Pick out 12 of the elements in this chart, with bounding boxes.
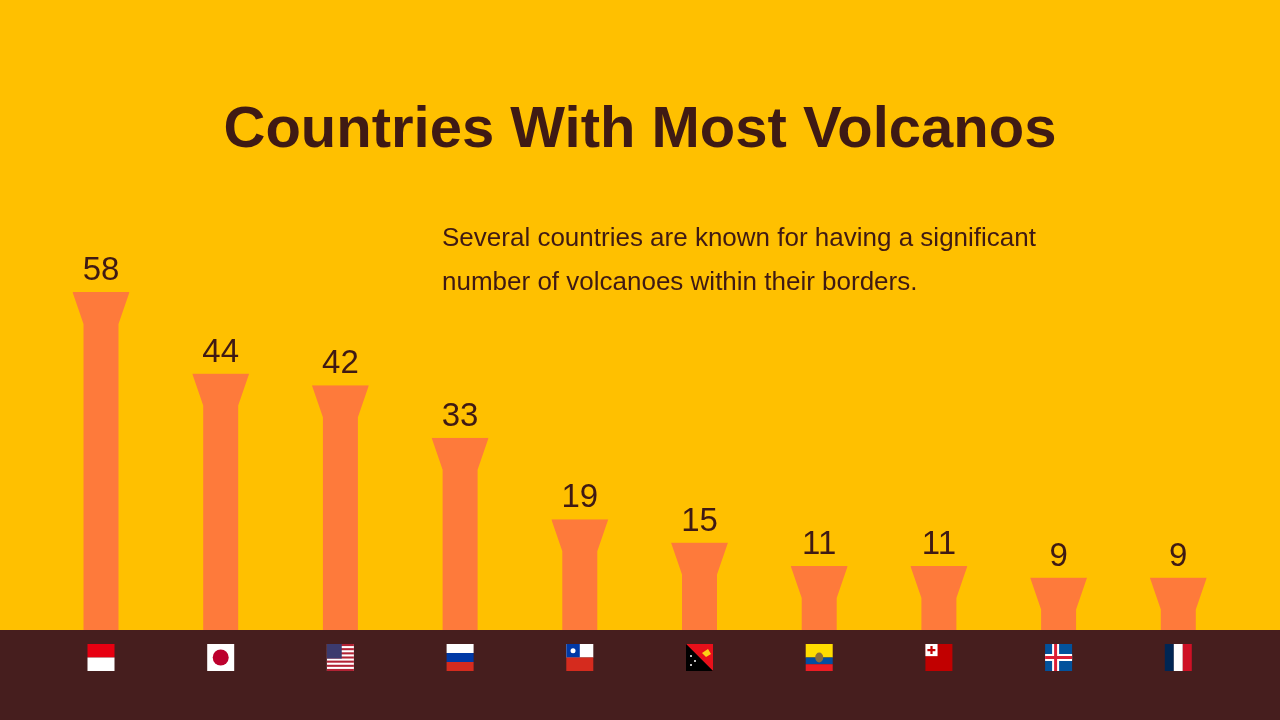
data-label: 11 bbox=[921, 523, 957, 561]
chart-title: Countries With Most Volcanos bbox=[223, 94, 1057, 159]
data-label: 42 bbox=[322, 343, 359, 381]
data-label: 44 bbox=[202, 331, 240, 369]
data-label: 58 bbox=[82, 250, 120, 287]
data-label: 19 bbox=[561, 477, 599, 515]
chart-subtitle: Several countries are known for having a significant number of volcanoes within their borders. bbox=[442, 222, 1037, 296]
data-label: 15 bbox=[681, 500, 718, 538]
data-label: 11 bbox=[802, 523, 837, 561]
data-label: 33 bbox=[441, 395, 479, 433]
data-label: 9 bbox=[1049, 535, 1068, 573]
data-label: 9 bbox=[1169, 535, 1188, 573]
